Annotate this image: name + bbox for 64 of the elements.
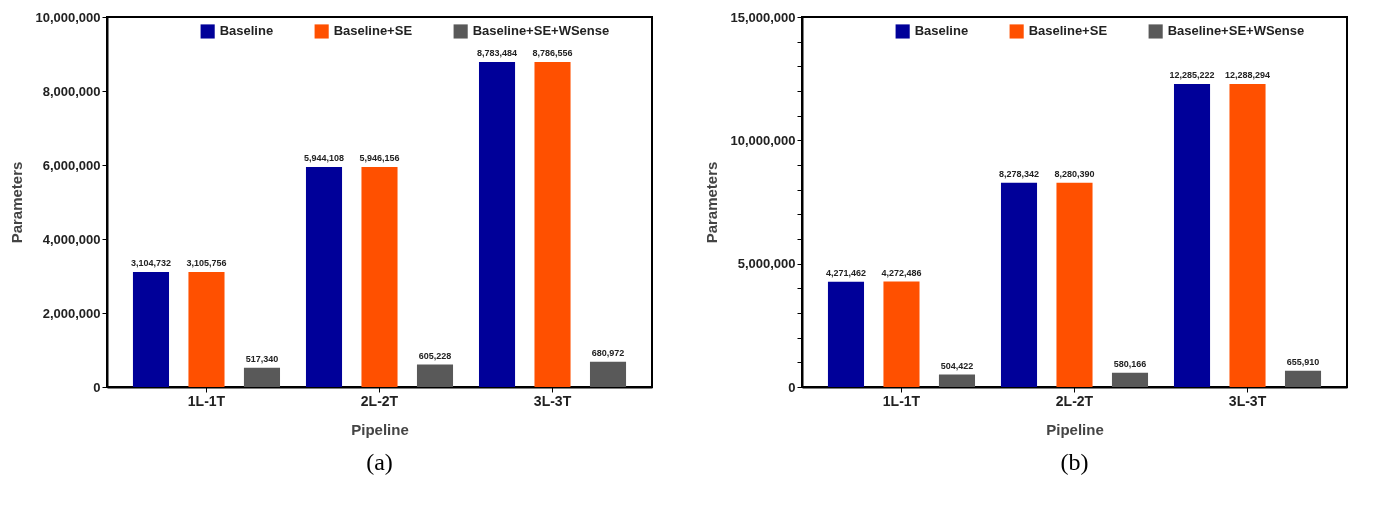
bar xyxy=(305,167,343,387)
bar xyxy=(132,272,170,387)
bar xyxy=(188,272,225,387)
data-label: 580,166 xyxy=(1113,358,1147,369)
x-tick-label: 3L-3T xyxy=(1228,392,1267,409)
y-tick-label: 2,000,000 xyxy=(42,305,101,321)
y-tick-label: 10,000,000 xyxy=(730,132,796,148)
data-label: 4,272,486 xyxy=(881,267,922,278)
data-label: 8,786,556 xyxy=(532,47,573,58)
bar xyxy=(1111,372,1149,387)
y-tick-label: 10,000,000 xyxy=(35,9,101,25)
text: (a) xyxy=(366,449,393,475)
bar xyxy=(589,361,627,387)
bar xyxy=(478,62,516,387)
text: (b) xyxy=(1060,449,1089,475)
y-tick-label: 0 xyxy=(788,379,796,395)
x-tick-label: 2L-2T xyxy=(1055,392,1094,409)
data-label: 12,288,294 xyxy=(1224,69,1271,80)
legend-label: Baseline+SE+WSense xyxy=(1167,23,1305,39)
data-label: 3,104,732 xyxy=(130,258,172,269)
y-tick-label: 4,000,000 xyxy=(42,231,101,247)
bar xyxy=(1000,182,1038,387)
bar xyxy=(938,374,976,387)
y-axis-title: Parameters xyxy=(8,161,26,244)
bar xyxy=(1284,370,1322,387)
data-label: 5,946,156 xyxy=(359,152,400,163)
legend-label: Baseline xyxy=(219,23,274,39)
y-tick-label: 6,000,000 xyxy=(42,157,101,173)
bar xyxy=(534,61,571,387)
bar xyxy=(416,364,454,387)
y-axis-title: Parameters xyxy=(703,161,721,244)
data-label: 517,340 xyxy=(245,353,279,364)
bar xyxy=(1056,182,1093,387)
x-axis-title: Pipeline xyxy=(351,420,409,438)
data-label: 605,228 xyxy=(418,350,452,361)
y-tick-label: 15,000,000 xyxy=(730,9,796,25)
data-label: 4,271,462 xyxy=(825,267,867,278)
data-label: 8,280,390 xyxy=(1054,168,1095,179)
legend-label: Baseline+SE+WSense xyxy=(472,23,610,39)
bar xyxy=(883,281,920,387)
bar xyxy=(361,166,398,387)
legend-label: Baseline xyxy=(914,23,969,39)
legend-label: Baseline+SE xyxy=(1028,23,1108,39)
y-tick-label: 0 xyxy=(93,379,101,395)
bar xyxy=(243,367,281,387)
legend-label: Baseline+SE xyxy=(333,23,413,39)
x-tick-label: 2L-2T xyxy=(360,392,399,409)
bar xyxy=(1173,83,1211,387)
y-tick-label: 8,000,000 xyxy=(42,83,101,99)
data-label: 8,783,484 xyxy=(477,48,518,59)
data-label: 12,285,222 xyxy=(1169,69,1215,80)
x-tick-label: 3L-3T xyxy=(533,392,572,409)
data-label: 8,278,342 xyxy=(998,168,1040,179)
data-label: 680,972 xyxy=(591,347,625,358)
data-label: 504,422 xyxy=(940,360,974,371)
x-tick-label: 1L-1T xyxy=(882,392,921,409)
data-label: 3,105,756 xyxy=(186,258,227,269)
x-tick-label: 1L-1T xyxy=(187,392,226,409)
data-label: 655,910 xyxy=(1286,356,1320,367)
bar xyxy=(1229,83,1266,387)
bar xyxy=(827,281,865,387)
y-tick-label: 5,000,000 xyxy=(737,256,796,272)
data-label: 5,944,108 xyxy=(303,153,345,164)
x-axis-title: Pipeline xyxy=(1046,420,1104,438)
